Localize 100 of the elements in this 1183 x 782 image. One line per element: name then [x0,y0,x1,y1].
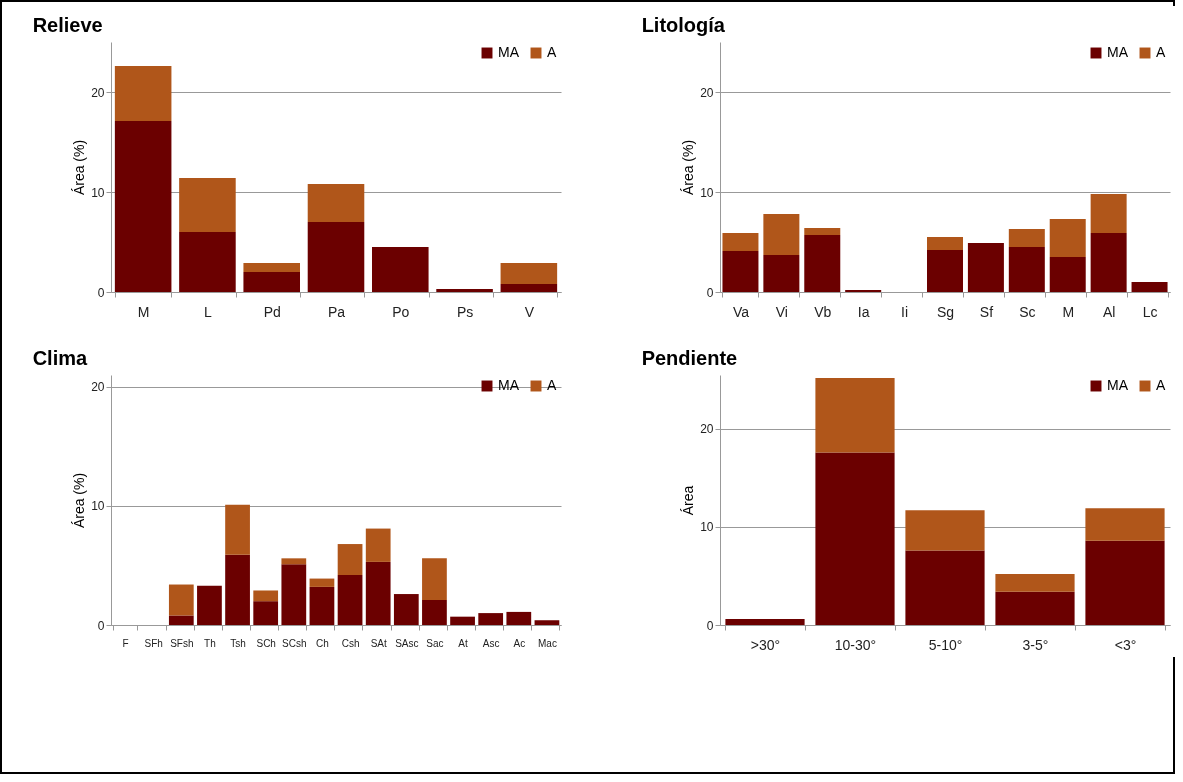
y-tick-label: 10 [700,520,714,535]
bar [422,558,447,600]
bar [506,611,532,625]
bar [815,377,895,453]
x-tick-label: <3° [1114,636,1137,653]
bar [309,578,335,587]
y-tick-label: 20 [91,85,105,100]
bar [309,586,335,625]
y-tick-label: 0 [706,618,714,633]
x-tick-label: L [204,303,213,320]
bar [168,584,194,616]
x-tick-label: Pa [327,303,346,320]
legend-label: A [547,377,557,393]
y-tick-label: 10 [91,499,105,514]
chart-title: Relieve [32,14,103,36]
y-axis-title: Área (%) [680,139,697,196]
bar [365,561,391,625]
x-tick-label: At [458,637,469,649]
y-tick-label: 20 [700,85,714,100]
bar [281,564,307,625]
x-tick-label: Pd [263,303,281,320]
x-tick-label: Ac [513,637,526,649]
bar [179,178,236,232]
bar [804,235,841,292]
bar [307,184,365,222]
bar [763,255,800,292]
x-tick-label: Csh [341,637,360,649]
x-tick-label: SAt [370,637,387,649]
x-tick-label: Va [732,303,750,320]
x-tick-label: Ps [456,303,474,320]
legend-label: A [1156,377,1166,393]
bar [1131,282,1168,292]
bar [1085,540,1165,625]
bar [225,554,250,625]
x-tick-label: 3-5° [1022,636,1049,653]
chart-title: Pendiente [641,347,738,369]
x-tick-label: Ia [857,303,870,320]
chart-title: Litología [641,14,726,36]
bar [927,250,963,292]
bar [225,504,250,555]
bar [905,550,985,625]
y-tick-label: 0 [97,285,105,300]
bar [393,594,419,625]
bar [114,66,172,121]
y-tick-label: 10 [91,185,105,200]
x-tick-label: Mac [537,637,557,649]
bar [365,528,391,562]
y-axis-title: Área [680,485,697,516]
y-tick-label: 0 [97,618,105,633]
x-tick-label: 5-10° [928,636,963,653]
legend-label: A [1156,44,1166,60]
x-tick-label: Lc [1142,303,1158,320]
bar [967,243,1004,292]
x-tick-label: Sac [426,637,444,649]
bar [1085,508,1165,541]
bar [1049,257,1086,292]
x-tick-label: SFsh [170,637,194,649]
y-tick-label: 0 [706,285,714,300]
x-tick-label: M [1062,303,1075,320]
bar [1090,194,1127,233]
bar [243,263,300,272]
bar [500,263,558,284]
bar [1008,247,1045,292]
legend-label: MA [498,377,520,393]
bar [500,284,558,292]
x-tick-label: Sc [1019,303,1036,320]
x-tick-label: F [122,637,129,649]
bar [478,613,504,625]
legend-label: MA [1107,44,1129,60]
bar [372,247,429,292]
bar [253,601,279,625]
x-tick-label: V [524,303,535,320]
x-tick-label: SCsh [282,637,307,649]
x-tick-label: Ii [901,303,909,320]
y-axis-title: Área (%) [71,139,88,196]
x-tick-label: Vb [814,303,832,320]
bar [1090,233,1127,292]
bar [243,272,300,292]
bar [450,616,475,625]
bar [722,233,759,251]
bar [763,214,800,255]
x-tick-label: Th [204,637,216,649]
x-tick-label: Asc [482,637,500,649]
chart-title: Clima [32,347,88,369]
bar [114,121,172,292]
x-tick-label: 10-30° [834,636,877,653]
bar [253,590,279,602]
x-tick-label: SCh [256,637,276,649]
bar [534,620,560,625]
x-tick-label: Sf [979,303,994,320]
bar [1008,229,1045,247]
x-tick-label: Ch [316,637,329,649]
y-tick-label: 20 [91,380,105,395]
bar [905,510,985,551]
bar [197,585,222,625]
bar [436,289,493,292]
x-tick-label: Tsh [230,637,246,649]
x-tick-label: Po [392,303,410,320]
bar [927,237,963,250]
legend-label: MA [1107,377,1129,393]
